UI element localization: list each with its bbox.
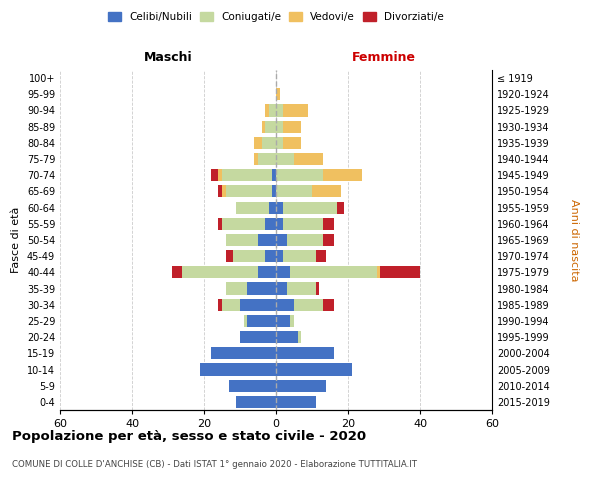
Y-axis label: Anni di nascita: Anni di nascita bbox=[569, 198, 579, 281]
Bar bbox=[211, 169, 218, 181]
Bar bbox=[294, 298, 323, 311]
Bar bbox=[287, 234, 323, 246]
Bar bbox=[236, 396, 276, 408]
Bar bbox=[316, 282, 319, 294]
Bar bbox=[211, 348, 276, 360]
Bar bbox=[244, 315, 247, 327]
Bar bbox=[290, 266, 377, 278]
Bar bbox=[254, 153, 258, 165]
Bar bbox=[218, 298, 222, 311]
Bar bbox=[229, 380, 276, 392]
Bar bbox=[323, 218, 334, 230]
Bar bbox=[226, 186, 272, 198]
Bar bbox=[276, 396, 316, 408]
Text: Femmine: Femmine bbox=[352, 50, 416, 64]
Bar bbox=[240, 298, 276, 311]
Bar bbox=[247, 282, 276, 294]
Bar bbox=[276, 234, 287, 246]
Bar bbox=[276, 186, 312, 198]
Bar bbox=[236, 202, 269, 213]
Bar bbox=[218, 186, 222, 198]
Bar bbox=[380, 266, 420, 278]
Bar bbox=[276, 137, 283, 149]
Legend: Celibi/Nubili, Coniugati/e, Vedovi/e, Divorziati/e: Celibi/Nubili, Coniugati/e, Vedovi/e, Di… bbox=[106, 10, 446, 24]
Bar bbox=[218, 218, 222, 230]
Bar bbox=[283, 104, 308, 117]
Bar bbox=[283, 137, 301, 149]
Bar bbox=[182, 266, 258, 278]
Bar bbox=[276, 364, 352, 376]
Bar bbox=[276, 250, 283, 262]
Bar bbox=[247, 315, 276, 327]
Bar bbox=[276, 218, 283, 230]
Bar bbox=[222, 218, 265, 230]
Bar bbox=[276, 153, 294, 165]
Bar bbox=[290, 315, 294, 327]
Bar bbox=[377, 266, 380, 278]
Bar bbox=[265, 250, 276, 262]
Bar bbox=[337, 202, 344, 213]
Bar bbox=[233, 250, 265, 262]
Text: Popolazione per età, sesso e stato civile - 2020: Popolazione per età, sesso e stato civil… bbox=[12, 430, 366, 443]
Bar bbox=[323, 169, 362, 181]
Bar bbox=[276, 104, 283, 117]
Bar bbox=[276, 282, 287, 294]
Bar bbox=[262, 137, 276, 149]
Bar bbox=[276, 88, 280, 101]
Bar bbox=[254, 137, 262, 149]
Bar bbox=[276, 266, 290, 278]
Bar bbox=[283, 120, 301, 132]
Y-axis label: Fasce di età: Fasce di età bbox=[11, 207, 21, 273]
Bar bbox=[272, 186, 276, 198]
Text: COMUNE DI COLLE D'ANCHISE (CB) - Dati ISTAT 1° gennaio 2020 - Elaborazione TUTTI: COMUNE DI COLLE D'ANCHISE (CB) - Dati IS… bbox=[12, 460, 417, 469]
Bar bbox=[258, 153, 276, 165]
Bar bbox=[272, 169, 276, 181]
Bar bbox=[218, 169, 222, 181]
Bar bbox=[222, 186, 226, 198]
Bar bbox=[258, 266, 276, 278]
Bar bbox=[287, 282, 316, 294]
Bar bbox=[269, 202, 276, 213]
Bar bbox=[265, 120, 276, 132]
Bar bbox=[276, 298, 294, 311]
Bar bbox=[276, 120, 283, 132]
Bar bbox=[312, 186, 341, 198]
Bar bbox=[262, 120, 265, 132]
Bar bbox=[276, 380, 326, 392]
Bar bbox=[283, 218, 323, 230]
Bar bbox=[222, 298, 240, 311]
Bar bbox=[276, 202, 283, 213]
Bar bbox=[226, 250, 233, 262]
Bar bbox=[283, 250, 316, 262]
Bar bbox=[269, 104, 276, 117]
Bar bbox=[200, 364, 276, 376]
Bar bbox=[276, 315, 290, 327]
Bar bbox=[276, 348, 334, 360]
Bar bbox=[316, 250, 326, 262]
Bar bbox=[240, 331, 276, 343]
Bar bbox=[172, 266, 182, 278]
Bar bbox=[276, 169, 323, 181]
Bar bbox=[222, 169, 272, 181]
Bar bbox=[226, 234, 258, 246]
Bar bbox=[283, 202, 337, 213]
Bar bbox=[323, 234, 334, 246]
Text: Maschi: Maschi bbox=[143, 50, 193, 64]
Bar bbox=[258, 234, 276, 246]
Bar bbox=[323, 298, 334, 311]
Bar bbox=[226, 282, 247, 294]
Bar bbox=[265, 218, 276, 230]
Bar bbox=[265, 104, 269, 117]
Bar bbox=[294, 153, 323, 165]
Bar bbox=[298, 331, 301, 343]
Bar bbox=[276, 331, 298, 343]
